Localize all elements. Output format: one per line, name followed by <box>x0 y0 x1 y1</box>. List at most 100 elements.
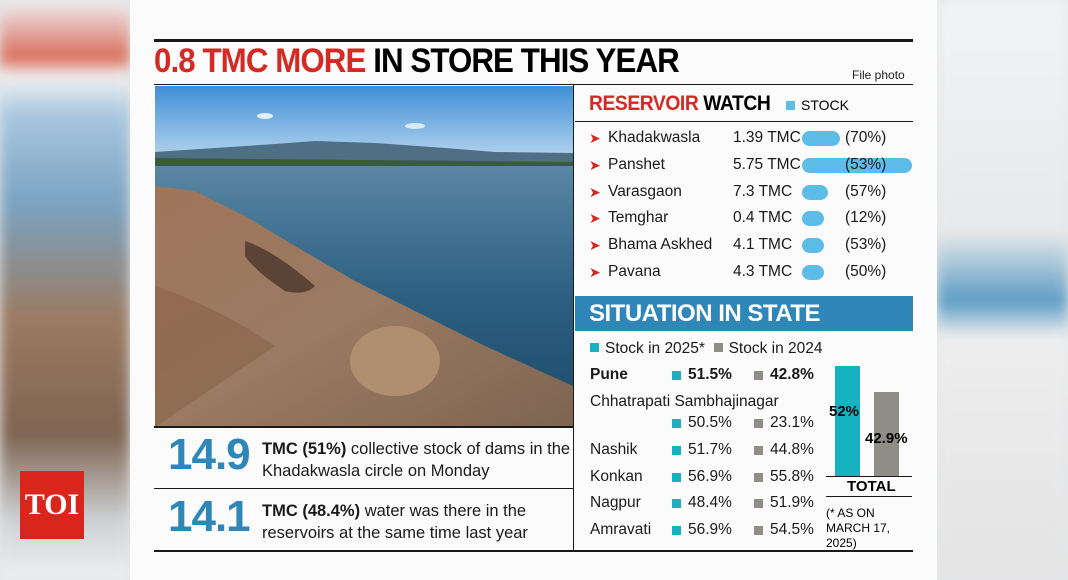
row-arrow: ➤ <box>589 183 601 200</box>
fact-number: 14.9 <box>168 430 251 479</box>
rule <box>154 426 574 428</box>
fact-text: TMC (51%) collective stock of dams in th… <box>262 438 572 482</box>
district-name: Konkan <box>590 468 643 485</box>
reservoir-stock: 0.4 TMC <box>733 209 793 227</box>
reservoir-percent: (53%) <box>845 236 887 254</box>
swatch-2025 <box>672 526 681 535</box>
swatch-2025 <box>672 419 681 428</box>
reservoir-percent: (12%) <box>845 209 887 227</box>
swatch-2025 <box>672 446 681 455</box>
value-2024: 55.8% <box>770 468 814 485</box>
baseline <box>826 476 912 477</box>
district-name: Pune <box>590 366 628 383</box>
stock-pill <box>802 184 828 200</box>
reservoir-name: Temghar <box>608 209 669 227</box>
district-name: Chhatrapati Sambhajinagar <box>590 393 779 410</box>
reservoir-name: Khadakwasla <box>608 129 701 146</box>
row-arrow: ➤ <box>589 237 601 254</box>
value-2025: 51.7% <box>688 441 732 458</box>
value-2025: 50.5% <box>688 414 732 431</box>
total-label: TOTAL <box>847 478 896 495</box>
value-2025: 48.4% <box>688 494 732 511</box>
rule <box>154 488 574 489</box>
reservoir-percent: (57%) <box>845 182 887 200</box>
swatch-2024 <box>754 526 763 535</box>
district-name: Amravati <box>590 521 652 538</box>
district-name: Nagpur <box>590 494 641 511</box>
divider <box>573 85 574 551</box>
reservoir-name: Bhama Askhed <box>608 236 713 254</box>
reservoir-percent: (50%) <box>845 263 887 280</box>
rule <box>154 84 913 85</box>
photo-credit: File photo <box>852 68 905 82</box>
stock-pill <box>802 211 824 227</box>
legend-label: Stock in 2024 <box>728 340 823 357</box>
row-arrow: ➤ <box>589 264 601 280</box>
value-2024: 44.8% <box>770 441 814 458</box>
stock-pill <box>802 238 824 254</box>
reservoir-name: Varasgaon <box>608 182 682 200</box>
photo <box>155 86 573 427</box>
rule <box>826 496 912 497</box>
value-2025: 56.9% <box>688 521 732 538</box>
value-2024: 42.8% <box>770 366 814 383</box>
stock-pill <box>802 157 912 173</box>
reservoir-title-red: RESERVOIR <box>589 92 699 115</box>
legend-label: Stock in 2025* <box>605 340 705 357</box>
reservoir-name: Pavana <box>608 263 661 280</box>
reservoir-stock: 1.39 TMC <box>733 129 801 146</box>
value-2024: 23.1% <box>770 414 814 431</box>
stock-pill <box>802 265 824 280</box>
total-bar-2024 <box>874 392 899 476</box>
value-2025: 51.5% <box>688 366 732 383</box>
fact-body: water was there in the reservoirs at the… <box>262 502 528 542</box>
legend-label: STOCK <box>801 97 849 113</box>
swatch-2024 <box>754 419 763 428</box>
section-banner: SITUATION IN STATE <box>575 296 913 331</box>
bottom-rule <box>154 550 913 552</box>
reservoir-percent: (70%) <box>845 129 887 146</box>
fact-body: collective stock of dams in the Khadakwa… <box>262 440 571 480</box>
row-arrow: ➤ <box>589 130 601 146</box>
headline-black: IN STORE THIS YEAR <box>373 42 680 80</box>
swatch-2024 <box>754 499 763 508</box>
value-2024: 51.9% <box>770 494 814 511</box>
logo: TOI <box>20 471 84 539</box>
swatch-2024 <box>754 446 763 455</box>
headline: 0.8 TMC MORE IN STORE THIS YEAR <box>154 42 680 81</box>
reservoir-stock: 4.3 TMC <box>733 263 793 280</box>
top-rule <box>154 39 913 42</box>
stock-pill <box>802 131 840 146</box>
legend-swatch <box>786 101 795 110</box>
footnote: (* AS ON MARCH 17, 2025) <box>826 506 891 550</box>
value-2025: 56.9% <box>688 468 732 485</box>
reservoir-stock: 5.75 TMC <box>733 155 801 173</box>
total-label-2025: 52% <box>829 403 860 420</box>
blurred-background <box>937 0 1068 580</box>
district-name: Nashik <box>590 441 638 458</box>
total-bar-2025 <box>835 366 860 476</box>
reservoir-percent: (53%) <box>845 155 887 173</box>
fact-bold: TMC (48.4%) <box>262 502 361 520</box>
swatch-2025 <box>672 499 681 508</box>
swatch-2025 <box>672 473 681 482</box>
reservoir-name: Panshet <box>608 155 665 173</box>
reservoir-title: RESERVOIR WATCH <box>589 92 771 116</box>
swatch-2024 <box>754 371 763 380</box>
total-label-2024: 42.9% <box>865 430 908 447</box>
headline-red: 0.8 TMC MORE <box>154 42 366 80</box>
fact-bold: TMC (51%) <box>262 440 347 458</box>
legend: Stock in 2025* Stock in 2024 <box>590 340 823 358</box>
row-arrow: ➤ <box>589 156 601 173</box>
reservoir-stock: 7.3 TMC <box>733 182 793 200</box>
swatch-2024 <box>754 473 763 482</box>
reservoir-title-black: WATCH <box>703 92 771 115</box>
value-2024: 54.5% <box>770 521 814 538</box>
row-arrow: ➤ <box>589 210 601 227</box>
fact-number: 14.1 <box>168 492 251 541</box>
swatch-2025 <box>672 371 681 380</box>
fact-text: TMC (48.4%) water was there in the reser… <box>262 500 572 544</box>
reservoir-stock: 4.1 TMC <box>733 236 793 254</box>
rule <box>575 121 913 122</box>
